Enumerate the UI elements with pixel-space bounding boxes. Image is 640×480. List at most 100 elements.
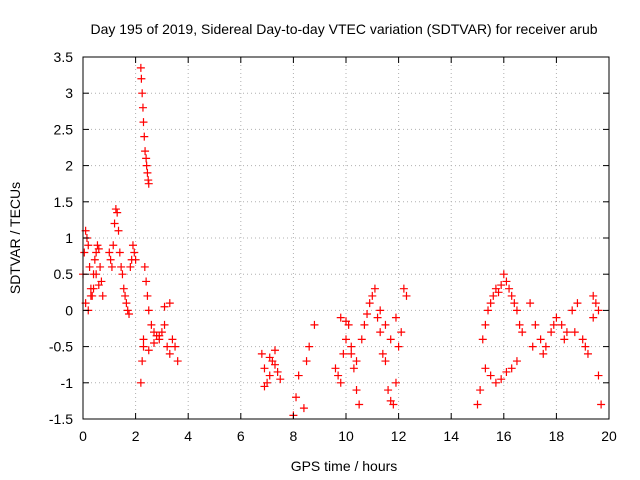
data-point [265,371,274,380]
data-point [276,375,285,384]
data-point [591,299,600,308]
y-tick-label: 0 [65,302,73,318]
data-point [342,317,350,326]
x-tick-label: 0 [79,428,87,444]
data-point [126,262,135,271]
data-point [302,357,311,366]
x-tick-label: 12 [391,428,407,444]
data-point [89,284,98,293]
data-point [518,328,527,337]
data-point [310,320,319,329]
x-tick-label: 2 [132,428,140,444]
data-point [352,357,361,366]
data-point [273,367,282,376]
data-point [373,313,382,322]
data-point [531,320,540,329]
data-point [173,357,182,366]
data-point [142,154,151,163]
data-point [117,262,126,271]
grid [82,56,610,420]
y-tick-label: 1.5 [54,194,74,210]
data-point [386,335,395,344]
data-point [98,291,107,300]
data-point [381,357,390,366]
x-tick-label: 8 [290,428,298,444]
data-point [92,270,101,279]
data-point [128,241,137,250]
x-tick-label: 4 [184,428,192,444]
data-point [507,291,516,300]
data-point [331,364,340,373]
data-point [113,208,122,217]
data-point [536,335,545,344]
data-point [384,386,393,395]
data-point [583,349,592,358]
y-tick-label: 1 [65,230,73,246]
tick-labels: 0 2 4 6 8 10 12 14 16 18 20 -1.5 -1 -0.5 0 0.5 1 1.5 2 2.5 3… [49,49,617,444]
x-tick-label: 14 [443,428,459,444]
data-point [552,313,561,322]
data-point [265,353,274,362]
data-point [486,371,495,380]
data-point [142,161,151,170]
data-point [270,346,279,355]
data-point [136,63,145,72]
data-point [131,255,140,264]
axis-ticks [82,56,610,420]
data-point [581,342,590,351]
data-point [489,291,498,300]
data-point [118,270,127,279]
data-point [86,291,95,300]
data-point [115,248,124,257]
data-point [299,404,308,413]
data-point [130,248,139,257]
data-point [106,255,115,264]
data-point [347,349,356,358]
data-point [107,262,116,271]
data-point [378,349,387,358]
data-point [391,313,400,322]
data-point [144,179,153,188]
data-point [140,132,149,141]
data-point [473,400,482,409]
data-point [512,306,521,315]
data-point [528,342,537,351]
data-point [484,306,493,315]
data-point [526,299,535,308]
data-point [355,400,364,409]
data-point [347,342,356,351]
data-point [594,306,603,315]
data-point [121,291,130,300]
data-point [139,118,148,127]
data-point [376,306,385,315]
data-point [165,349,174,358]
data-series [79,63,606,420]
data-point [589,313,598,322]
data-point [486,299,495,308]
data-point [80,248,89,257]
y-tick-label: 0.5 [54,266,74,282]
data-point [352,386,361,395]
data-point [171,342,180,351]
data-point [499,270,508,279]
data-point [342,335,350,344]
data-point [399,284,408,293]
data-point [597,400,606,409]
y-tick-label: 3 [65,85,73,101]
data-point [143,168,152,177]
data-point [578,335,587,344]
data-point [292,393,301,402]
data-point [339,349,348,358]
data-point [589,291,598,300]
data-point [136,378,145,387]
data-point [557,320,566,329]
data-point [497,375,506,384]
data-point [570,328,579,337]
data-point [105,248,114,257]
data-point [160,302,169,311]
data-point [510,299,519,308]
data-point [491,378,500,387]
data-point [122,299,131,308]
data-point [547,328,556,337]
